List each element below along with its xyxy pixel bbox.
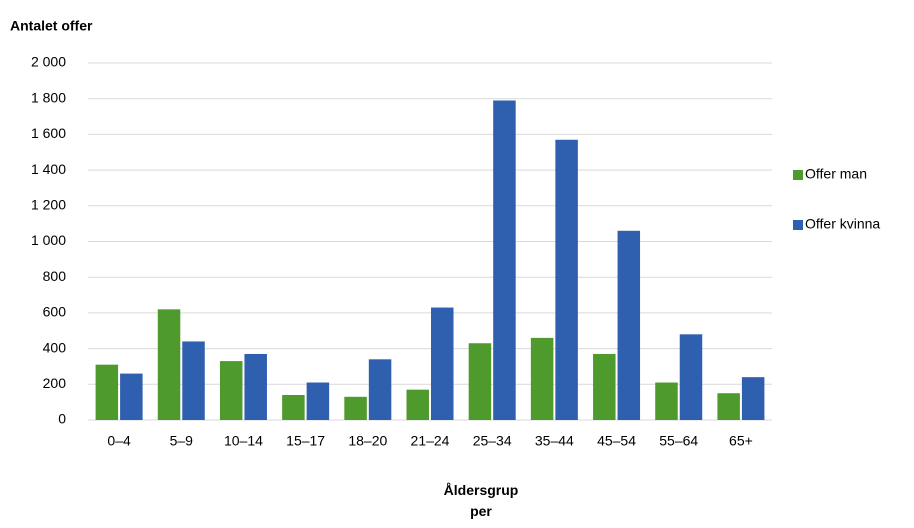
bar xyxy=(95,364,119,420)
bar xyxy=(244,353,267,420)
y-tick-label: 1 800 xyxy=(31,89,66,105)
legend-swatch xyxy=(793,220,803,230)
bar xyxy=(306,382,330,420)
bar xyxy=(741,377,765,420)
x-tick-label: 10–14 xyxy=(224,433,263,449)
y-tick-label: 600 xyxy=(43,304,67,320)
bar xyxy=(493,100,516,421)
bar xyxy=(593,353,616,420)
bar xyxy=(530,337,554,420)
x-tick-label: 15–17 xyxy=(286,433,325,449)
bar xyxy=(617,230,641,420)
y-tick-label: 1 200 xyxy=(31,197,66,213)
bar xyxy=(655,382,678,420)
legend-swatch xyxy=(793,170,803,180)
chart-title: Antalet offer xyxy=(10,18,93,34)
y-tick-label: 800 xyxy=(43,268,67,284)
x-tick-label: 5–9 xyxy=(170,433,194,449)
legend-label: Offer kvinna xyxy=(805,216,880,232)
x-tick-label: 0–4 xyxy=(107,433,131,449)
bar xyxy=(182,341,205,420)
y-tick-label: 1 400 xyxy=(31,161,66,177)
y-tick-label: 1 000 xyxy=(31,232,66,248)
bar xyxy=(157,309,181,420)
bar xyxy=(282,395,305,420)
x-tick-label: 65+ xyxy=(729,433,753,449)
x-tick-label: 45–54 xyxy=(597,433,636,449)
bar xyxy=(555,139,578,420)
y-tick-label: 200 xyxy=(43,375,67,391)
x-axis-label: Åldersgrupper xyxy=(443,482,519,519)
bar xyxy=(717,393,740,420)
x-tick-label: 21–24 xyxy=(411,433,450,449)
bar xyxy=(679,334,703,420)
bar xyxy=(219,361,243,420)
bar xyxy=(406,389,429,420)
bar xyxy=(120,373,143,420)
x-tick-label: 18–20 xyxy=(348,433,387,449)
x-tick-label: 35–44 xyxy=(535,433,574,449)
y-tick-label: 1 600 xyxy=(31,125,66,141)
y-tick-label: 2 000 xyxy=(31,54,66,70)
bar xyxy=(344,396,367,420)
x-axis-label-box: Åldersgrupper xyxy=(443,482,519,519)
x-tick-label: 25–34 xyxy=(473,433,512,449)
bar xyxy=(368,359,392,420)
bar xyxy=(431,307,454,420)
y-tick-label: 400 xyxy=(43,339,67,355)
legend-label: Offer man xyxy=(805,166,867,182)
bar xyxy=(468,343,492,420)
x-tick-label: 55–64 xyxy=(659,433,698,449)
y-tick-label: 0 xyxy=(58,411,66,427)
